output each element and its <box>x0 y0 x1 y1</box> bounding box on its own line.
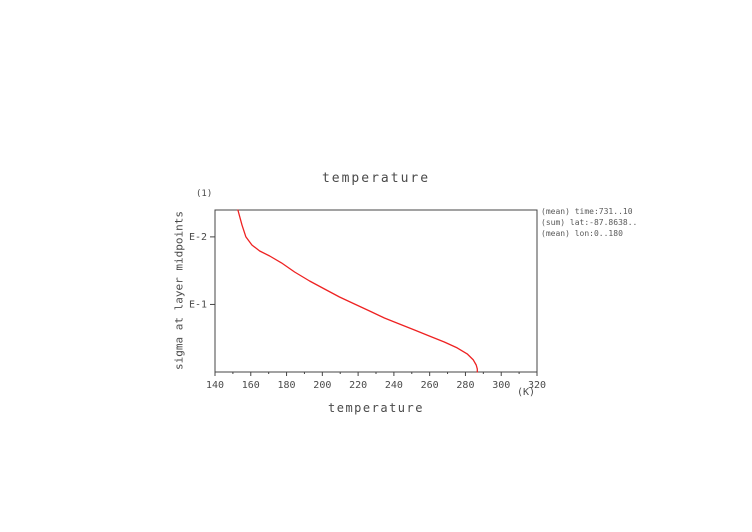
chart-title: temperature <box>321 171 431 186</box>
x-axis-label: temperature <box>328 401 424 415</box>
plot-box <box>214 209 538 373</box>
x-tick-label: 180 <box>278 380 296 391</box>
annotation-block: (mean) time:731..10 (sum) lat:-87.8638..… <box>541 206 637 239</box>
x-tick-label: 220 <box>349 380 367 391</box>
x-tick-label: 280 <box>456 380 474 391</box>
x-tick-label: 240 <box>385 380 403 391</box>
annotation-time: (mean) time:731..10 <box>541 207 633 216</box>
x-tick-label: 200 <box>313 380 331 391</box>
x-tick-label: 140 <box>206 380 224 391</box>
y-axis-unit: (1) <box>196 189 213 199</box>
x-tick-label: 160 <box>242 380 260 391</box>
x-tick-label: 300 <box>492 380 510 391</box>
annotation-lat: (sum) lat:-87.8638.. <box>541 218 638 227</box>
x-axis-unit: (K) <box>517 387 536 398</box>
x-tick-label: 320 <box>528 380 546 391</box>
y-tick-label: E-2 <box>189 232 207 243</box>
annotation-lon: (mean) lon:0..180 <box>541 229 623 238</box>
temperature-curve <box>237 209 478 373</box>
y-tick-label: E-1 <box>189 299 207 310</box>
x-tick-label: 260 <box>421 380 439 391</box>
